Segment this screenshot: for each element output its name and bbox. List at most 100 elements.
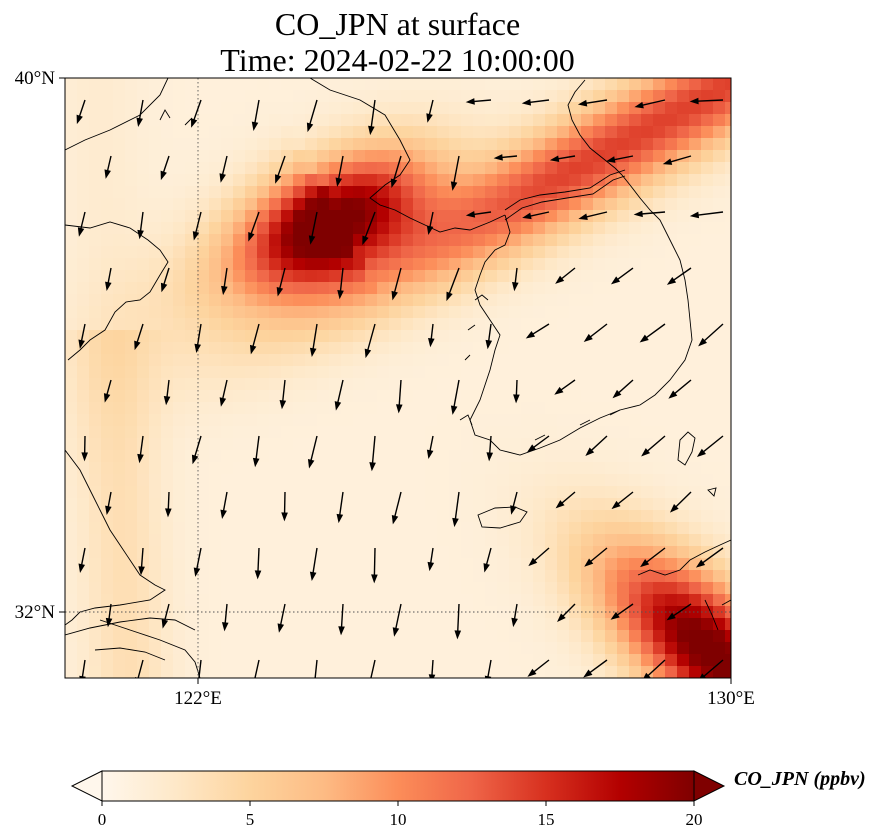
- field-cell: [437, 498, 450, 511]
- field-cell: [125, 354, 138, 367]
- field-cell: [665, 486, 678, 499]
- field-cell: [425, 294, 438, 307]
- field-cell: [281, 462, 294, 475]
- field-cell: [533, 402, 546, 415]
- field-cell: [113, 138, 126, 151]
- field-cell: [425, 426, 438, 439]
- field-cell: [521, 402, 534, 415]
- field-cell: [365, 186, 378, 199]
- field-cell: [401, 570, 414, 583]
- field-cell: [209, 138, 222, 151]
- field-cell: [701, 282, 714, 295]
- field-cell: [173, 294, 186, 307]
- field-cell: [569, 174, 582, 187]
- field-cell: [509, 462, 522, 475]
- field-cell: [377, 258, 390, 271]
- field-cell: [413, 402, 426, 415]
- field-cell: [233, 486, 246, 499]
- field-cell: [533, 78, 546, 91]
- field-cell: [353, 90, 366, 103]
- field-cell: [473, 618, 486, 631]
- field-cell: [89, 594, 102, 607]
- field-cell: [77, 570, 90, 583]
- field-cell: [377, 426, 390, 439]
- field-cell: [485, 246, 498, 259]
- field-cell: [137, 582, 150, 595]
- field-cell: [257, 522, 270, 535]
- field-cell: [269, 606, 282, 619]
- field-cell: [689, 474, 702, 487]
- field-cell: [113, 414, 126, 427]
- field-cell: [509, 78, 522, 91]
- field-cell: [617, 414, 630, 427]
- field-cell: [245, 630, 258, 643]
- field-cell: [437, 162, 450, 175]
- cb-tick-label-5: 5: [246, 810, 255, 829]
- field-cell: [389, 582, 402, 595]
- field-cell: [245, 402, 258, 415]
- field-cell: [125, 246, 138, 259]
- field-cell: [329, 330, 342, 343]
- field-cell: [557, 294, 570, 307]
- field-cell: [65, 138, 78, 151]
- field-cell: [149, 378, 162, 391]
- field-cell: [425, 282, 438, 295]
- field-cell: [197, 318, 210, 331]
- field-cell: [617, 294, 630, 307]
- field-cell: [293, 102, 306, 115]
- field-cell: [593, 90, 606, 103]
- field-cell: [161, 342, 174, 355]
- field-cell: [353, 186, 366, 199]
- field-cell: [617, 546, 630, 559]
- field-cell: [245, 642, 258, 655]
- field-cell: [701, 534, 714, 547]
- field-cell: [341, 438, 354, 451]
- field-cell: [305, 318, 318, 331]
- field-cell: [449, 522, 462, 535]
- field-cell: [77, 258, 90, 271]
- field-cell: [353, 150, 366, 163]
- wind-arrow-head: [191, 118, 198, 128]
- field-cell: [677, 282, 690, 295]
- field-cell: [713, 390, 726, 403]
- field-cell: [425, 210, 438, 223]
- field-cell: [221, 534, 234, 547]
- field-cell: [197, 246, 210, 259]
- field-cell: [329, 258, 342, 271]
- field-cell: [161, 546, 174, 559]
- field-cell: [605, 654, 618, 667]
- field-cell: [701, 318, 714, 331]
- field-cell: [509, 438, 522, 451]
- field-cell: [281, 330, 294, 343]
- field-cell: [425, 342, 438, 355]
- field-cell: [569, 270, 582, 283]
- field-cell: [89, 582, 102, 595]
- field-cell: [365, 642, 378, 655]
- field-cell: [401, 378, 414, 391]
- field-cell: [581, 474, 594, 487]
- field-cell: [569, 618, 582, 631]
- field-cell: [281, 414, 294, 427]
- field-cell: [509, 558, 522, 571]
- field-cell: [653, 138, 666, 151]
- field-cell: [581, 486, 594, 499]
- field-cell: [197, 138, 210, 151]
- field-cell: [377, 654, 390, 667]
- wind-arrow-head: [610, 276, 621, 285]
- field-cell: [437, 294, 450, 307]
- field-cell: [65, 462, 78, 475]
- field-cell: [725, 282, 731, 295]
- wind-arrow-head: [446, 291, 453, 302]
- field-cell: [197, 366, 210, 379]
- field-cell: [305, 546, 318, 559]
- field-cell: [197, 162, 210, 175]
- field-cell: [185, 138, 198, 151]
- field-cell: [293, 222, 306, 235]
- field-cell: [689, 270, 702, 283]
- field-cell: [233, 366, 246, 379]
- field-cell: [485, 630, 498, 643]
- wind-arrow-head: [392, 627, 400, 637]
- field-cell: [377, 534, 390, 547]
- field-cell: [461, 198, 474, 211]
- field-cell: [617, 102, 630, 115]
